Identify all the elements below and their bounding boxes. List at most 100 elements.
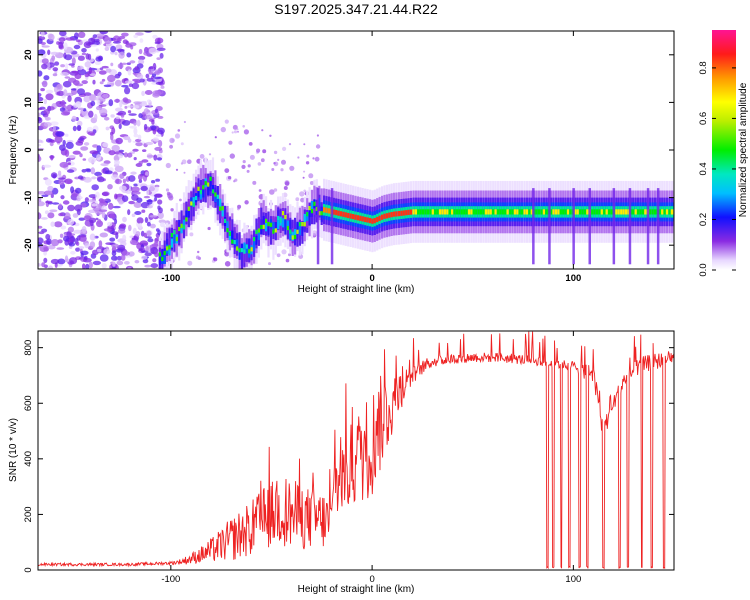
x-tick-label: -100	[161, 574, 180, 585]
noise-speckle	[154, 193, 163, 198]
noise-speckle	[64, 133, 69, 137]
noise-speckle	[305, 161, 310, 165]
ridge-cell	[216, 194, 219, 199]
noise-speckle	[154, 41, 161, 45]
ridge-cell	[303, 222, 306, 227]
noise-speckle	[99, 108, 108, 116]
ridge-cell	[224, 218, 227, 223]
ridge-cell	[216, 196, 219, 206]
noise-speckle	[109, 237, 116, 242]
noise-speckle	[99, 232, 109, 238]
noise-speckle	[288, 143, 292, 146]
noise-speckle	[83, 41, 92, 49]
noise-speckle	[157, 205, 161, 210]
noise-speckle	[98, 104, 107, 107]
noise-speckle	[170, 208, 174, 212]
noise-speckle	[187, 260, 193, 266]
ridge-cell	[318, 198, 321, 208]
streak	[532, 188, 535, 265]
noise-speckle	[83, 257, 92, 263]
noise-speckle	[85, 263, 90, 269]
ridge-cell	[267, 222, 270, 227]
ridge-cell	[504, 209, 507, 215]
noise-speckle	[122, 234, 127, 241]
noise-speckle	[101, 192, 109, 196]
noise-speckle	[103, 248, 111, 255]
ridge-cell	[554, 209, 558, 215]
colorbar-tick-label: 0.8	[698, 61, 709, 74]
ridge-cell	[489, 209, 492, 215]
noise-speckle	[143, 195, 150, 199]
noise-speckle	[96, 154, 102, 161]
noise-speckle	[136, 197, 143, 203]
ridge-cell	[269, 221, 273, 245]
ridge-cell	[438, 209, 442, 215]
noise-speckle	[127, 209, 131, 216]
spectrogram-ylabel: Frequency (Hz)	[8, 116, 19, 185]
ridge-cell	[653, 209, 657, 215]
ridge-cell	[460, 209, 463, 215]
noise-speckle	[47, 245, 56, 250]
noise-speckle	[133, 105, 140, 109]
noise-speckle	[58, 203, 63, 209]
noise-speckle	[309, 181, 314, 185]
noise-speckle	[104, 36, 112, 45]
ridge-cell	[354, 214, 357, 220]
noise-speckle	[128, 83, 133, 87]
noise-speckle	[128, 251, 135, 257]
ridge-cell	[289, 230, 292, 240]
noise-speckle	[107, 184, 113, 190]
noise-speckle	[135, 138, 142, 143]
noise-speckle	[90, 44, 98, 47]
noise-speckle	[84, 197, 89, 203]
noise-speckle	[126, 105, 135, 108]
noise-speckle	[105, 170, 113, 174]
noise-speckle	[229, 153, 235, 159]
ridge-cell	[443, 209, 446, 215]
noise-speckle	[118, 201, 124, 205]
ridge-cell	[344, 212, 347, 218]
noise-speckle	[92, 144, 99, 148]
noise-speckle	[47, 106, 55, 111]
x-tick-label: 0	[369, 273, 374, 284]
noise-speckle	[65, 141, 74, 149]
noise-speckle	[174, 133, 181, 139]
noise-speckle	[72, 150, 81, 155]
ridge-cell	[243, 249, 246, 254]
noise-speckle	[109, 213, 115, 219]
noise-speckle	[67, 218, 75, 226]
ridge-cell	[458, 209, 461, 215]
noise-speckle	[43, 122, 52, 127]
noise-speckle	[54, 221, 63, 228]
noise-speckle	[269, 134, 272, 137]
noise-speckle	[43, 109, 50, 115]
ridge-cell	[637, 209, 640, 215]
snr-frame	[37, 330, 675, 571]
colorbar-tick-label: 0.6	[698, 112, 709, 125]
noise-speckle	[103, 228, 112, 232]
ridge-cell	[455, 209, 458, 215]
noise-speckle	[180, 142, 184, 146]
noise-speckle	[252, 180, 257, 185]
noise-speckle	[147, 199, 153, 205]
noise-speckle	[64, 149, 70, 157]
ridge-cell	[250, 234, 253, 250]
noise-speckle	[111, 255, 118, 261]
noise-speckle	[114, 193, 118, 200]
ridge-cell	[178, 219, 181, 229]
ridge-cell	[296, 229, 299, 234]
noise-speckle	[47, 49, 51, 56]
noise-speckle	[116, 48, 125, 52]
noise-speckle	[111, 243, 119, 249]
noise-speckle	[58, 41, 64, 49]
noise-speckle	[81, 48, 87, 53]
noise-speckle	[129, 125, 138, 129]
noise-speckle	[111, 250, 117, 257]
noise-speckle	[68, 242, 76, 247]
noise-speckle	[101, 263, 107, 269]
ridge-cell	[337, 210, 340, 216]
ridge-cell	[219, 198, 222, 208]
noise-speckle	[67, 95, 72, 102]
noise-speckle	[114, 178, 123, 185]
noise-speckle	[289, 165, 295, 171]
